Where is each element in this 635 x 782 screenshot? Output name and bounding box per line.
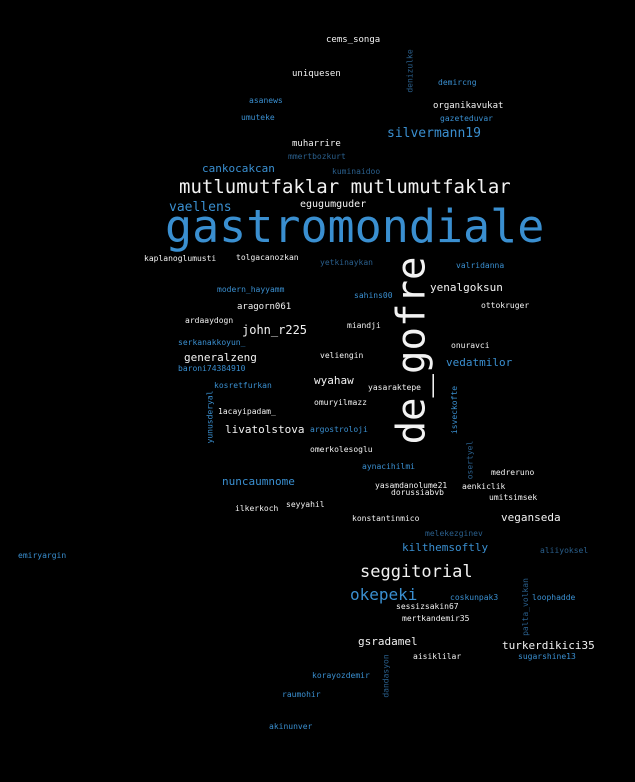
word-wyahaw: wyahaw — [314, 374, 354, 387]
word-yasaraktepe: yasaraktepe — [368, 383, 421, 392]
word-muharrire: muharrire — [292, 139, 341, 149]
word-dorussiabvb: dorussiabvb — [391, 488, 444, 497]
word-omerkolesoglu: omerkolesoglu — [310, 445, 373, 454]
word-kuminaidoo: kuminaidoo — [332, 167, 381, 176]
word-uniquesen: uniquesen — [292, 69, 341, 79]
word-ilkerkoch: ilkerkoch — [235, 504, 279, 513]
word-organikavukat: organikavukat — [433, 101, 504, 111]
word-baroni74384910: baroni74384910 — [178, 364, 246, 373]
word-aynacihilmi: aynacihilmi — [362, 462, 415, 471]
word-serkanakkoyun: serkanakkoyun_ — [178, 338, 246, 347]
word-veliengin: veliengin — [320, 351, 364, 360]
word-osertyel: osertyel — [465, 440, 475, 480]
word-sugarshine13: sugarshine13 — [518, 652, 576, 661]
word-1acayipadam: 1acayipadam_ — [218, 407, 276, 416]
word-turkerdikici35: turkerdikici35 — [502, 639, 595, 652]
word-aragorn061: aragorn061 — [237, 302, 292, 312]
word-seyyahil: seyyahil — [286, 500, 325, 509]
word-omuryilmazz: omuryilmazz — [314, 398, 367, 407]
word-vedatmilor: vedatmilor — [446, 356, 513, 369]
word-konstantinmico: konstantinmico — [352, 514, 420, 523]
word-mutlumutfaklar: mutlumutfaklar mutlumutfaklar — [179, 176, 511, 198]
word-emiryargin: emiryargin — [18, 551, 67, 560]
word-yasamdanolume21: yasamdanolume21 — [375, 481, 448, 490]
word-isveckofte: isveckofte — [450, 385, 460, 435]
word-vaellens: vaellens — [169, 200, 232, 215]
word-generalzeng: generalzeng — [184, 351, 257, 364]
word-korayozdemir: korayozdemir — [312, 671, 370, 680]
word-aliiyoksel: aliiyoksel — [540, 546, 589, 555]
word-gsradamel: gsradamel — [358, 635, 418, 648]
word-raumohir: raumohir — [282, 690, 321, 699]
word-argostroloji: argostroloji — [310, 425, 368, 434]
word-yunusderyal: yunusderyal — [205, 390, 215, 444]
word-onuravci: onuravci — [451, 341, 490, 350]
word-sessizsakin67: sessizsakin67 — [396, 602, 459, 611]
word-kilthemsoftly: kilthemsoftly — [402, 541, 489, 554]
word-valridanna: valridanna — [456, 261, 505, 270]
word-miandji: miandji — [347, 321, 381, 330]
word-veganseda: veganseda — [501, 511, 561, 524]
word-egugumguder: egugumguder — [300, 199, 367, 210]
word-palta-volkan: palta_volkan — [520, 578, 530, 636]
word-john-r225: john_r225 — [242, 323, 308, 337]
word-kosretfurkan: kosretfurkan — [214, 381, 272, 390]
word-mertkandemir35: mertkandemir35 — [402, 614, 470, 623]
word-ardaaydogn: ardaaydogn — [185, 316, 234, 325]
word-modern-hayyamm: modern_hayyamm — [217, 285, 285, 294]
word-cems-songa: cems_songa — [326, 35, 381, 45]
word-livatolstova: livatolstova — [225, 423, 305, 436]
word-cankocakcan: cankocakcan — [202, 162, 275, 175]
word-denizulke: denizulke — [405, 49, 415, 93]
word-kaplanoglumusti: kaplanoglumusti — [144, 254, 217, 263]
word-demircng: demircng — [438, 78, 477, 87]
word-ottokruger: ottokruger — [481, 301, 530, 310]
word-mmertbozkurt: mmertbozkurt — [288, 152, 346, 161]
word-okepeki: okepeki — [350, 585, 418, 604]
word-akinunver: akinunver — [269, 722, 313, 731]
word-de-gofre: de_gofre — [389, 256, 435, 445]
word-sahins00: sahins00 — [354, 291, 393, 300]
word-yenalgoksun: yenalgoksun — [430, 281, 503, 294]
word-umuteke: umuteke — [241, 113, 275, 122]
word-loophadde: loophadde — [532, 593, 576, 602]
word-gazeteduvar: gazeteduvar — [440, 114, 493, 123]
word-medreruno: medreruno — [491, 468, 535, 477]
word-tolgacanozkan: tolgacanozkan — [236, 253, 299, 262]
word-silvermann19: silvermann19 — [387, 126, 481, 141]
word-melekezginev: melekezginev — [425, 529, 483, 538]
word-gastromondiale: gastromondiale — [165, 200, 545, 253]
word-seggitorial: seggitorial — [360, 562, 473, 582]
word-aenkiclik: aenkiclik — [462, 482, 506, 491]
word-nuncaumnome: nuncaumnome — [222, 475, 295, 488]
word-dandasyon: dandasyon — [381, 654, 391, 698]
word-umitsimsek: umitsimsek — [489, 493, 538, 502]
word-coskunpak3: coskunpak3 — [450, 593, 499, 602]
word-yetkinaykan: yetkinaykan — [320, 258, 373, 267]
word-aisiklilar: aisiklilar — [413, 652, 462, 661]
word-asanews: asanews — [249, 96, 283, 105]
